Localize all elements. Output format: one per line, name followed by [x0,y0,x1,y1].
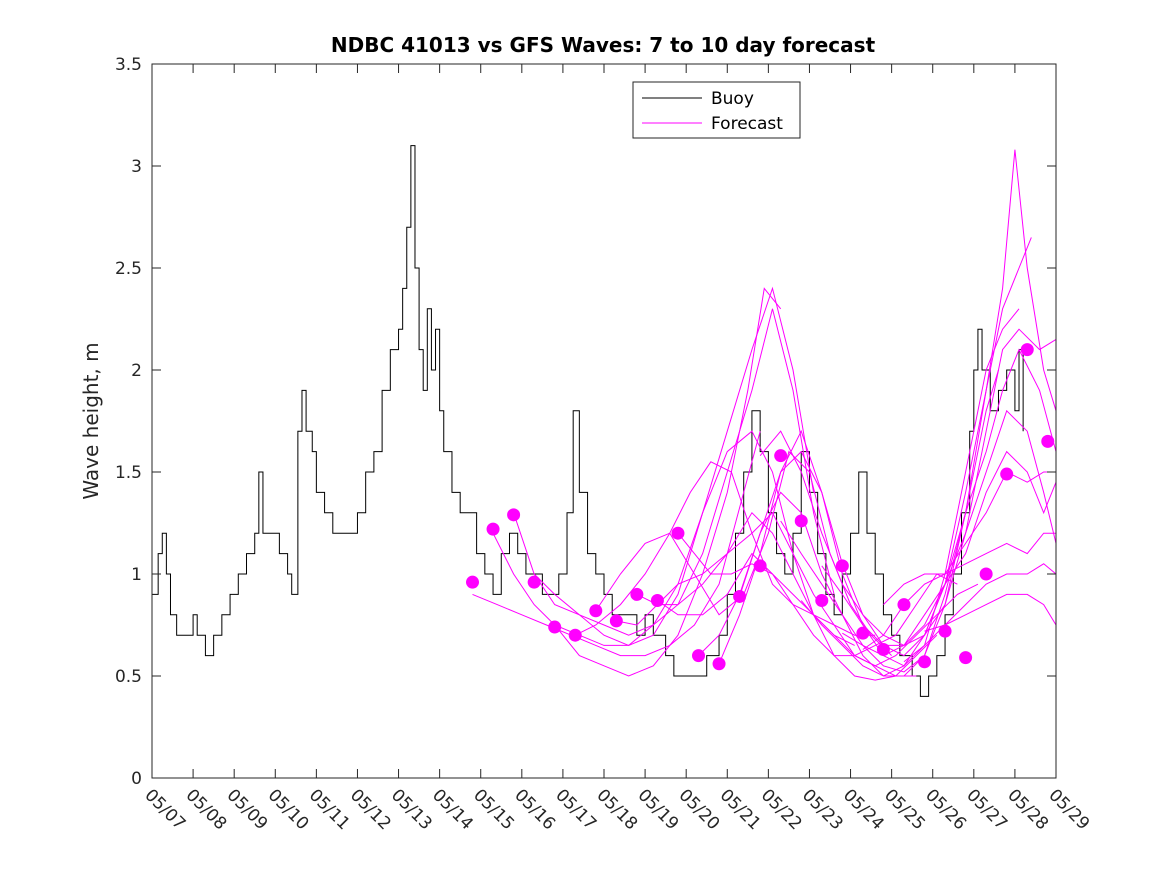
forecast-marker [692,649,706,663]
forecast-run-line [780,149,1057,673]
forecast-run-line [903,563,1057,663]
forecast-marker [466,575,480,589]
forecast-marker [1000,467,1014,481]
forecast-marker-layer [466,343,1055,671]
forecast-run-line [759,328,1057,646]
forecast-marker [568,628,582,642]
forecast-run-line [718,308,1020,667]
forecast-marker [589,604,603,618]
forecast-marker [733,589,747,603]
forecast-marker [938,624,952,638]
y-tick-label: 2 [131,361,142,381]
y-tick-label: 2.5 [115,259,142,279]
y-axis-ticks: 0 0.5 1 1.5 2 2.5 3 3.5 [115,55,1056,789]
forecast-run-line [862,471,1056,650]
forecast-marker [979,567,993,581]
forecast-marker [527,575,541,589]
forecast-marker [712,657,726,671]
y-tick-label: 1.5 [115,463,142,483]
legend: Buoy Forecast [632,81,801,139]
forecast-marker [897,598,911,612]
forecast-marker [1020,343,1034,357]
forecast-marker [507,508,521,522]
forecast-marker [835,559,849,573]
y-tick-label: 0.5 [115,667,142,687]
forecast-marker [1041,434,1055,448]
forecast-marker [650,594,664,608]
legend-box [632,81,801,139]
forecast-run-line [924,593,1057,632]
forecast-marker [959,651,973,665]
forecast-marker [794,514,808,528]
y-tick-label: 3 [131,157,142,177]
y-tick-label: 3.5 [115,55,142,75]
forecast-marker [815,594,829,608]
forecast-run-line [492,287,782,677]
buoy-series-line [152,145,1024,697]
forecast-run-line [657,552,958,657]
forecast-marker [753,559,767,573]
forecast-marker [876,642,890,656]
forecast-run-line [554,430,855,646]
forecast-run-line [636,511,938,681]
forecast-marker [609,614,623,628]
legend-buoy-label: Buoy [711,89,754,109]
forecast-marker [774,449,788,463]
forecast-marker [548,620,562,634]
forecast-run-line [575,461,876,636]
forecast-run-line [677,532,979,667]
y-axis-label: Wave height, m [79,342,103,499]
plot-area [152,64,1056,778]
y-tick-label: 1 [131,565,142,585]
forecast-run-line [883,532,1056,605]
forecast-run-line [472,431,761,657]
forecast-run-line [800,348,1057,677]
series-layer [152,145,1057,697]
legend-forecast-label: Forecast [711,114,783,134]
y-tick-label: 0 [131,769,142,789]
chart-title: NDBC 41013 vs GFS Waves: 7 to 10 day for… [331,33,876,57]
forecast-marker [918,655,932,669]
forecast-marker [856,626,870,640]
forecast-marker [671,526,685,540]
forecast-marker [486,522,500,536]
forecast-marker [630,587,644,601]
